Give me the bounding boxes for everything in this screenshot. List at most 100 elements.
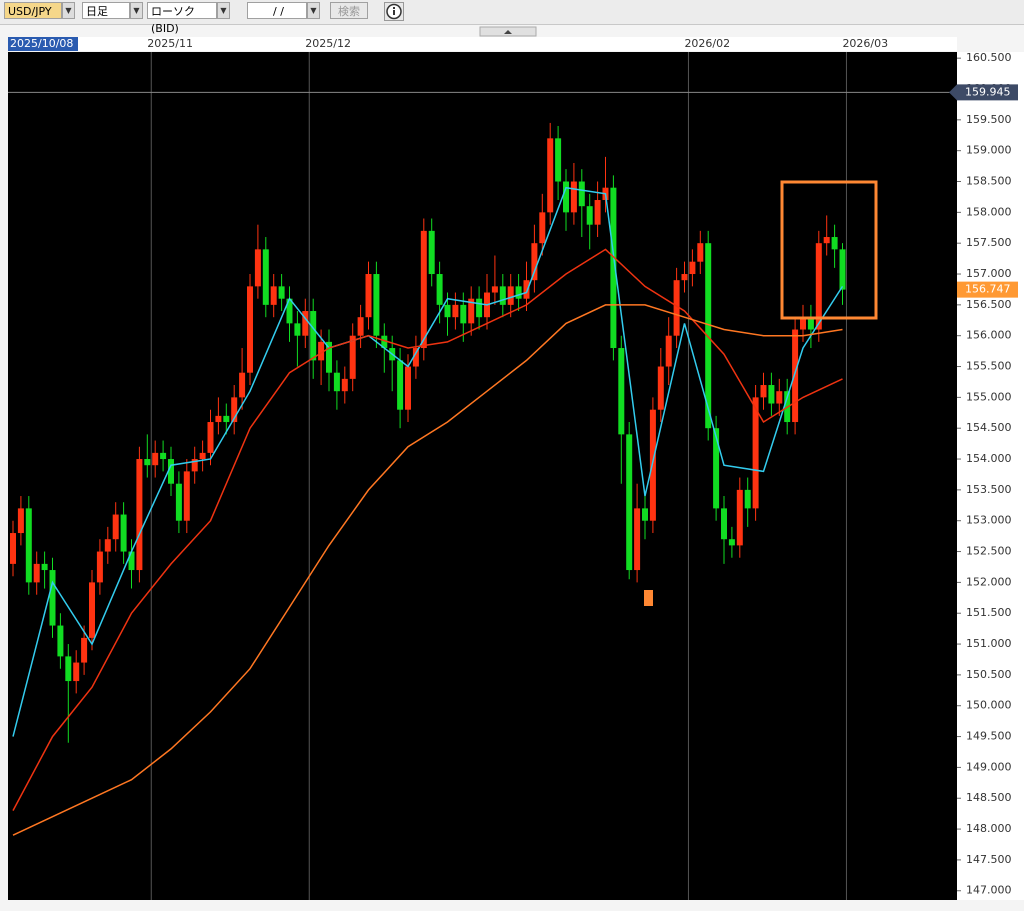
candle-body [144,459,151,466]
y-tick-label: 154.000 [966,452,1012,465]
candle-body [705,243,712,429]
candle-body [578,181,585,207]
candle-body [41,563,48,571]
candle-body [49,570,56,626]
y-tick-label: 156.000 [966,329,1012,342]
candle-body [476,298,483,318]
dropdown-arrow[interactable]: ▼ [307,2,320,19]
candle-body [120,514,127,552]
candle-body [531,243,538,281]
candle-body [254,249,261,287]
search-button[interactable]: 検索 [330,2,368,19]
price-tag-label: 159.945 [965,85,1011,98]
candle-body [491,286,498,293]
candle-body [689,261,696,275]
candle-body [104,539,111,552]
candle-body [815,243,822,330]
y-tick-label: 155.000 [966,390,1012,403]
candle-body [610,187,617,349]
candle-body [760,385,767,398]
candle-body [768,385,775,404]
y-tick-label: 151.500 [966,606,1012,619]
y-tick-label: 158.000 [966,205,1012,218]
dropdown-arrow[interactable]: ▼ [217,2,230,19]
dropdown-arrow[interactable]: ▼ [130,2,143,19]
candle-body [341,378,348,392]
candle-body [262,249,269,305]
candle-body [468,298,475,324]
collapse-arrow [504,30,512,34]
date-label: 2026/02 [684,37,730,50]
candle-body [191,459,198,472]
y-tick-label: 156.500 [966,298,1012,311]
highlight-box [780,180,878,320]
moving-average [12,248,843,811]
candle-body [318,341,325,361]
candle-body [405,366,411,410]
candle-body [839,249,846,290]
candle-body [642,508,648,521]
candle-body [523,280,530,299]
info-icon [393,7,395,9]
candle-body [428,230,435,275]
y-tick-label: 157.500 [966,236,1012,249]
candle-body [618,348,625,435]
candle-body [183,471,190,521]
chart-kind-select[interactable]: ローソク(BID) [147,2,217,35]
symbol-select[interactable]: USD/JPY [4,2,62,19]
candle-body [657,366,664,410]
candle-body [713,428,720,509]
y-tick-label: 159.000 [966,144,1012,157]
y-tick-label: 147.000 [966,884,1012,897]
date-bar [8,37,957,51]
period-select[interactable]: 日足 [82,2,130,19]
candle-body [349,335,356,379]
toolbar: USD/JPY ▼ 日足 ▼ ローソク(BID) ▼ / / ▼ 検索 [0,0,1024,35]
candle-body [136,459,143,571]
candle-body [152,452,159,466]
event-marker [644,590,653,606]
candle-body [807,317,814,330]
y-tick-label: 150.000 [966,699,1012,712]
y-tick-label: 153.000 [966,514,1012,527]
candle-body [436,274,443,305]
y-tick-label: 149.000 [966,760,1012,773]
y-tick-label: 147.500 [966,853,1012,866]
candle-body [10,533,16,564]
info-button[interactable] [384,2,404,21]
candle-body [175,483,182,521]
candle-body [665,335,672,367]
candle-body [65,656,72,682]
y-tick-label: 153.500 [966,483,1012,496]
chart-layer: 147.000 147.500 148.000 148.500 149.000 149.5… [8,37,1018,900]
y-tick-label: 150.500 [966,668,1012,681]
candle-body [247,286,253,373]
date-label: 2025/12 [305,37,351,50]
candle-body [73,662,80,682]
date-label: 2026/03 [842,37,888,50]
candle-body [207,422,214,453]
candle-body [800,317,806,330]
candle-body [17,508,24,534]
candle-body [547,138,554,213]
candle-body [515,286,522,299]
date-input[interactable]: / / [247,2,307,19]
last-price-tag [957,281,1018,298]
candle-body [128,551,135,571]
candle-body [365,274,372,318]
candle-body [278,286,285,299]
candle-body [792,329,799,423]
candle-body [81,637,88,663]
candle-body [681,274,688,281]
candle-body [326,341,332,373]
price-tag [949,84,1018,101]
dropdown-arrow[interactable]: ▼ [62,2,75,19]
candle-body [452,304,459,318]
candle-body [199,452,206,460]
candle-body [649,409,656,521]
candle-body [507,286,514,305]
y-tick-label: 158.500 [966,175,1012,188]
candle-body [460,304,467,324]
candle-body [25,508,32,583]
